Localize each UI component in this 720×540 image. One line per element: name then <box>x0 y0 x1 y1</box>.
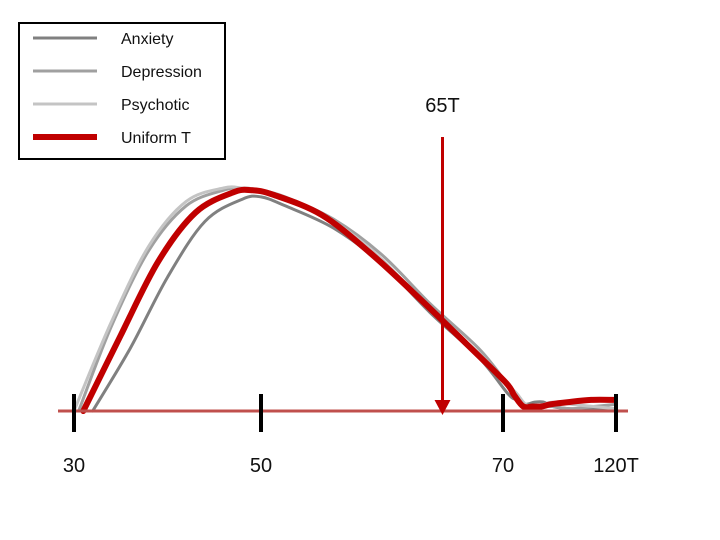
legend: Anxiety Depression Psychotic Uniform T <box>18 22 226 160</box>
legend-label-uniform-t: Uniform T <box>121 130 191 147</box>
marker-layer: 65T <box>425 95 460 415</box>
tick-label-50: 50 <box>250 455 272 477</box>
tick-label-70: 70 <box>492 455 514 477</box>
ticks-layer: 30 50 70 120T <box>63 394 639 477</box>
legend-label-psychotic: Psychotic <box>121 97 189 114</box>
tick-label-30: 30 <box>63 455 85 477</box>
tick-label-120T: 120T <box>593 455 639 477</box>
series-line-depression <box>77 186 618 413</box>
legend-label-depression: Depression <box>121 64 202 81</box>
series-line-anxiety <box>91 194 618 413</box>
marker-label: 65T <box>425 95 459 117</box>
legend-label-anxiety: Anxiety <box>121 31 173 48</box>
marker-arrow-head <box>434 400 451 415</box>
series-line-uniform-t <box>80 186 617 414</box>
series-layer <box>72 185 618 414</box>
